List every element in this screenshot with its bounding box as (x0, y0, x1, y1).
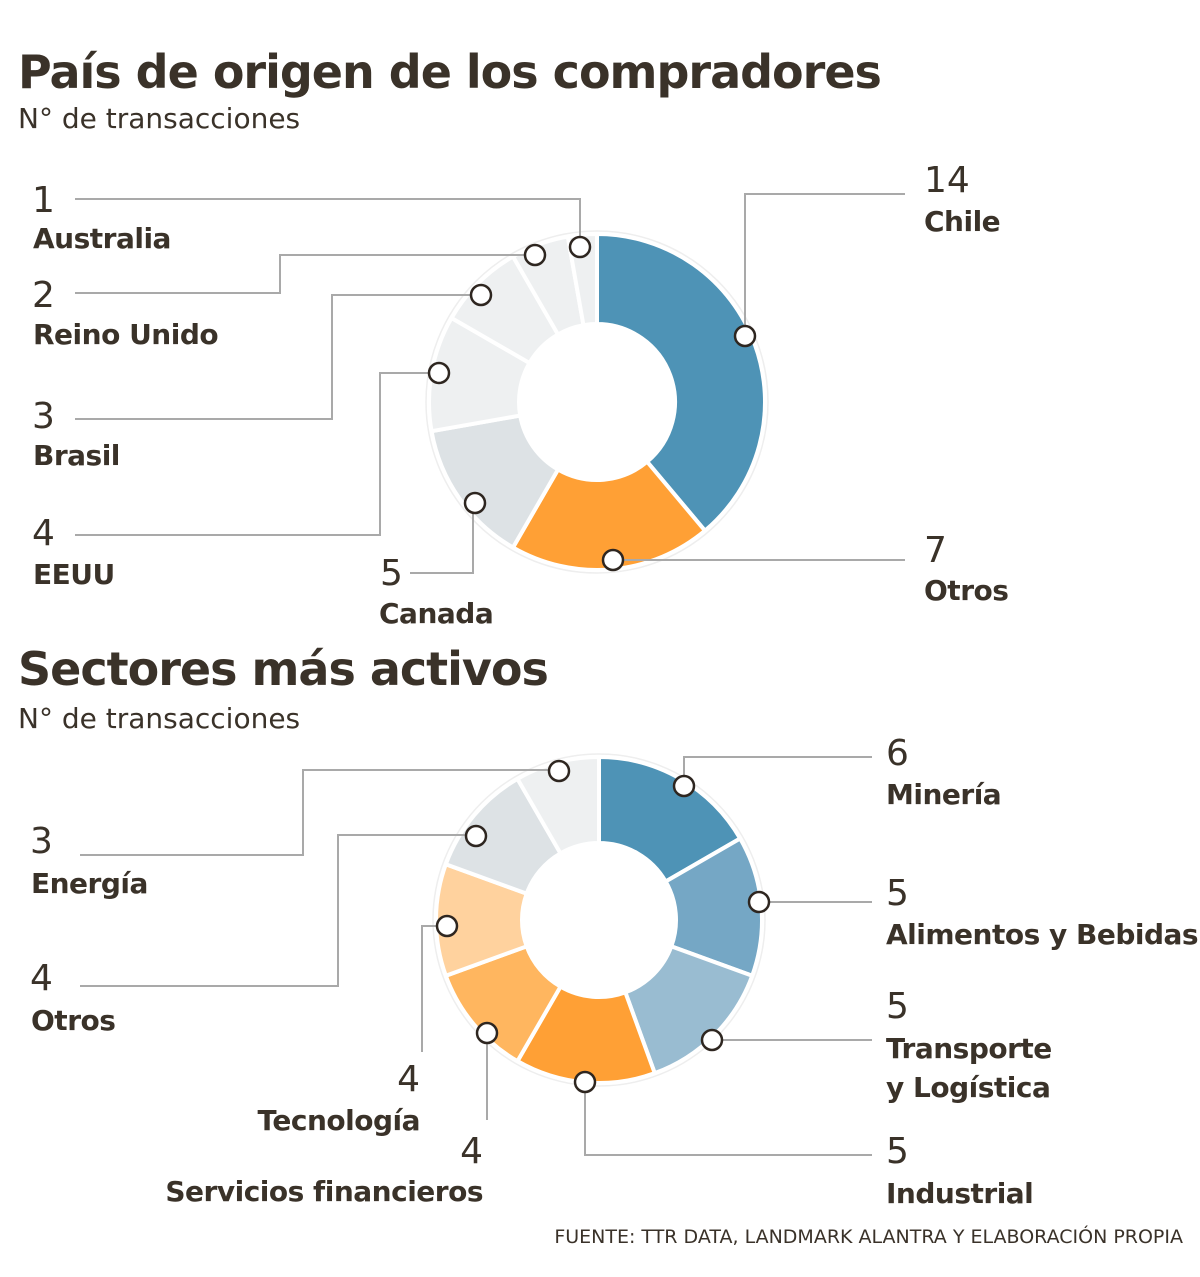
slice-energia (514, 754, 601, 857)
marker-transporte (700, 1028, 724, 1052)
value-chile: 14 (924, 160, 970, 201)
label-eeuu: EEUU (33, 558, 115, 591)
donut-outline (425, 230, 769, 574)
label-otros: Otros (924, 574, 1008, 607)
marker-canada (463, 491, 487, 515)
label-reino-unido: Reino Unido (33, 318, 218, 351)
value-otros: 7 (924, 530, 947, 571)
leader-line-eeuu (75, 372, 439, 536)
marker-servicios-financieros (475, 1021, 499, 1045)
leader-line-brasil (75, 294, 481, 420)
leader-line-industrial (584, 1082, 872, 1156)
marker-energia (547, 759, 571, 783)
marker-otros-sector (464, 824, 488, 848)
marker-alimentos (747, 890, 771, 914)
value-tecnologia: 4 (397, 1059, 420, 1100)
leader-line-energia (80, 769, 559, 856)
marker-eeuu (427, 361, 451, 385)
value-australia: 1 (32, 180, 55, 221)
value-reino-unido: 2 (32, 275, 55, 316)
slice-chile (595, 231, 767, 534)
label-alimentos: Alimentos y Bebidas (886, 918, 1198, 951)
value-servicios-financieros: 4 (460, 1131, 483, 1172)
chart2-dots (435, 759, 771, 1094)
source-note: FUENTE: TTR DATA, LANDMARK ALANTRA Y ELA… (554, 1224, 1183, 1248)
leader-line-mineria (683, 756, 872, 786)
donut-chart-sectors (432, 753, 766, 1087)
label-transporte-line1: Transporte (886, 1032, 1052, 1065)
label-servicios-financieros: Servicios financieros (165, 1175, 483, 1208)
value-canada: 5 (380, 553, 403, 594)
marker-chile (733, 324, 757, 348)
leader-line-chile (744, 193, 905, 336)
donut-outline (432, 753, 766, 1087)
value-transporte: 5 (886, 986, 909, 1027)
marker-mineria (672, 774, 696, 798)
value-energia: 3 (30, 821, 53, 862)
value-eeuu: 4 (32, 513, 55, 554)
marker-brasil (469, 283, 493, 307)
marker-australia (568, 235, 592, 259)
leader-line-canada (410, 503, 474, 574)
donut-chart-countries (425, 230, 769, 574)
value-brasil: 3 (32, 396, 55, 437)
value-mineria: 6 (886, 733, 909, 774)
label-tecnologia: Tecnología (257, 1104, 420, 1137)
marker-reino-unido (523, 243, 547, 267)
value-industrial: 5 (886, 1131, 909, 1172)
chart2-title: Sectores más activos (18, 642, 548, 696)
slice-mineria (597, 754, 743, 885)
label-mineria: Minería (886, 778, 1001, 811)
marker-otros (601, 548, 625, 572)
label-australia: Australia (33, 222, 171, 255)
marker-tecnologia (435, 914, 459, 938)
label-otros-sector: Otros (31, 1004, 115, 1037)
label-transporte-line2: y Logística (886, 1071, 1050, 1104)
chart2-subtitle: N° de transacciones (18, 702, 300, 735)
label-chile: Chile (924, 205, 1000, 238)
leader-line-australia (75, 198, 581, 247)
value-otros-sector: 4 (30, 958, 53, 999)
value-alimentos: 5 (886, 873, 909, 914)
leader-line-reino-unido (75, 254, 535, 294)
label-canada: Canada (379, 597, 493, 630)
chart1-title: País de origen de los compradores (18, 45, 881, 99)
label-brasil: Brasil (33, 439, 120, 472)
chart1-dots (427, 235, 757, 572)
chart1-subtitle: N° de transacciones (18, 102, 300, 135)
leader-line-otros-sector (80, 834, 476, 987)
marker-industrial (573, 1070, 597, 1094)
label-industrial: Industrial (886, 1177, 1033, 1210)
label-energia: Energía (31, 867, 148, 900)
